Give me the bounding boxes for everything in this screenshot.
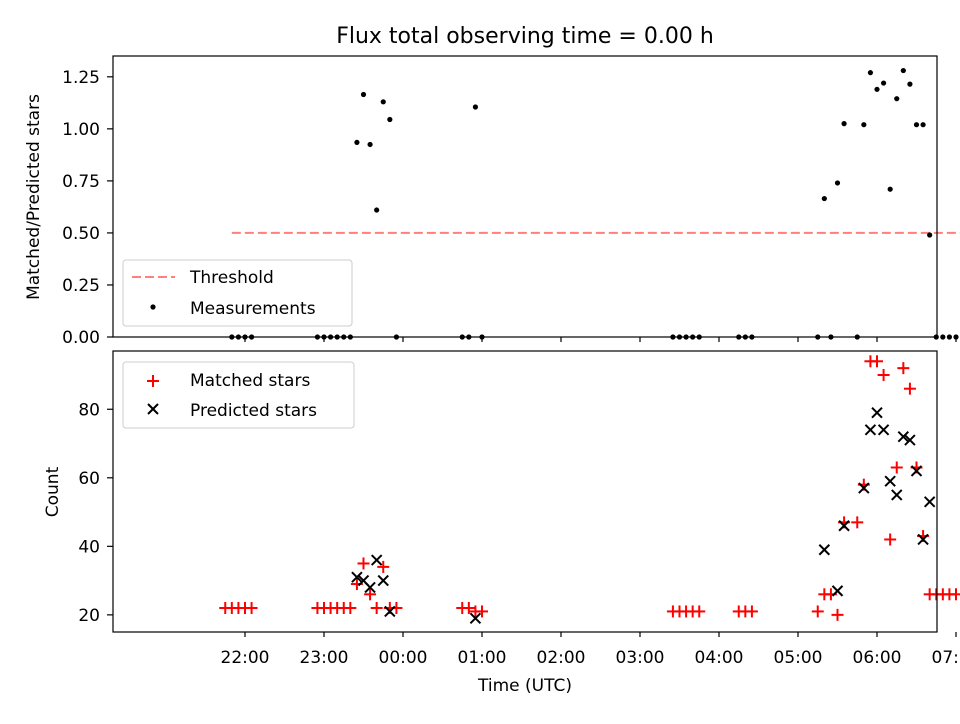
x-tick-label: 07:00 bbox=[932, 648, 960, 668]
measurement-point bbox=[907, 82, 912, 87]
measurement-point bbox=[881, 80, 886, 85]
measurement-point bbox=[822, 196, 827, 201]
measurement-point bbox=[953, 334, 958, 339]
measurement-point bbox=[841, 121, 846, 126]
bottom-legend: Matched stars Predicted stars bbox=[123, 362, 354, 428]
y-tick-label: 80 bbox=[78, 400, 100, 420]
measurement-point bbox=[835, 180, 840, 185]
legend-predicted-label: Predicted stars bbox=[190, 401, 317, 421]
y-tick-label: 0.25 bbox=[62, 276, 100, 296]
measurement-point bbox=[361, 92, 366, 97]
measurement-point bbox=[940, 334, 945, 339]
measurement-point bbox=[920, 122, 925, 127]
x-tick-label: 06:00 bbox=[853, 648, 902, 668]
x-tick-label: 00:00 bbox=[379, 648, 428, 668]
measurement-point bbox=[861, 122, 866, 127]
x-tick-label: 23:00 bbox=[300, 648, 349, 668]
y-tick-label: 0.00 bbox=[62, 328, 100, 348]
measurement-point bbox=[894, 96, 899, 101]
y-tick-label: 0.50 bbox=[62, 224, 100, 244]
x-tick-label: 03:00 bbox=[616, 648, 665, 668]
x-tick-label: 02:00 bbox=[537, 648, 586, 668]
y-tick-label: 40 bbox=[78, 537, 100, 557]
measurement-point bbox=[947, 334, 952, 339]
x-tick-label: 05:00 bbox=[774, 648, 823, 668]
x-tick-label: 01:00 bbox=[458, 648, 507, 668]
y-tick-label: 60 bbox=[78, 469, 100, 489]
measurement-point bbox=[874, 87, 879, 92]
legend-threshold-label: Threshold bbox=[189, 268, 274, 288]
chart-title: Flux total observing time = 0.00 h bbox=[336, 24, 714, 49]
legend-measurements-swatch bbox=[150, 304, 155, 309]
top-legend: Threshold Measurements bbox=[123, 260, 352, 326]
measurement-point bbox=[367, 142, 372, 147]
measurement-point bbox=[374, 207, 379, 212]
legend-matched-label: Matched stars bbox=[190, 371, 310, 391]
y-tick-label: 20 bbox=[78, 606, 100, 626]
bottom-y-axis-label: Count bbox=[43, 466, 63, 517]
measurement-point bbox=[354, 140, 359, 145]
y-tick-label: 0.75 bbox=[62, 172, 100, 192]
y-tick-label: 1.00 bbox=[62, 120, 100, 140]
measurement-point bbox=[381, 99, 386, 104]
top-y-axis-label: Matched/Predicted stars bbox=[24, 94, 44, 300]
x-axis-label: Time (UTC) bbox=[477, 676, 572, 696]
measurement-point bbox=[868, 70, 873, 75]
measurement-point bbox=[914, 122, 919, 127]
measurement-point bbox=[927, 232, 932, 237]
measurement-point bbox=[888, 187, 893, 192]
legend-measurements-label: Measurements bbox=[190, 299, 316, 319]
x-tick-label: 22:00 bbox=[221, 648, 270, 668]
x-tick-label: 04:00 bbox=[695, 648, 744, 668]
measurement-point bbox=[473, 104, 478, 109]
measurement-point bbox=[387, 117, 392, 122]
y-tick-label: 1.25 bbox=[62, 68, 100, 88]
measurement-point bbox=[901, 68, 906, 73]
